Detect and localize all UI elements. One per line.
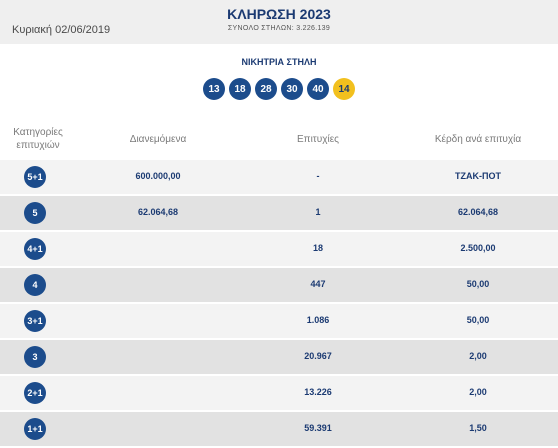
category-badge: 2+1	[24, 382, 46, 404]
wins-count: 1.086	[306, 315, 330, 325]
prize-amount: 2,00	[469, 351, 487, 361]
category-badge: 4+1	[24, 238, 46, 260]
category-badge: 5	[24, 202, 46, 224]
wins-count: 13.226	[304, 387, 332, 397]
pool-amount: 62.064,68	[137, 207, 179, 217]
wins-count: -	[316, 171, 320, 181]
prize-amount: 1,50	[469, 423, 487, 433]
winning-number-ball: 28	[255, 78, 277, 100]
results-table: 5+1 600.000,00 - ΤΖΑΚ-ΠΟΤ 5 62.064,68 1 …	[0, 160, 558, 448]
pool-amount: 600.000,00	[135, 171, 181, 181]
category-badge: 3+1	[24, 310, 46, 332]
column-header-pool: Διανεμόμενα	[129, 134, 187, 145]
results-table-header: Κατηγορίες επιτυχιών Διανεμόμενα Επιτυχί…	[0, 120, 558, 160]
column-header-prize: Κέρδη ανά επιτυχία	[434, 134, 522, 145]
category-badge: 5+1	[24, 166, 46, 188]
prize-amount: 62.064,68	[457, 207, 499, 217]
table-row: 3+1 1.086 50,00	[0, 304, 558, 338]
winning-number-ball: 18	[229, 78, 251, 100]
winning-number-ball: 13	[203, 78, 225, 100]
category-badge: 3	[24, 346, 46, 368]
wins-count: 447	[310, 279, 326, 289]
wins-count: 20.967	[304, 351, 332, 361]
prize-amount: 2.500,00	[460, 243, 496, 253]
draw-header: Κυριακή 02/06/2019 ΚΛΗΡΩΣΗ 2023 ΣΥΝΟΛΟ Σ…	[0, 0, 558, 44]
wins-count: 1	[315, 207, 321, 217]
prize-amount: 50,00	[466, 279, 490, 289]
table-row: 5 62.064,68 1 62.064,68	[0, 196, 558, 230]
table-row: 4 447 50,00	[0, 268, 558, 302]
prize-amount: 2,00	[469, 387, 487, 397]
category-badge: 4	[24, 274, 46, 296]
winning-numbers: 13 18 28 30 40 14	[0, 78, 558, 100]
wins-count: 18	[312, 243, 323, 253]
prize-amount: ΤΖΑΚ-ΠΟΤ	[455, 171, 501, 181]
winning-number-ball: 40	[307, 78, 329, 100]
column-header-wins: Επιτυχίες	[297, 134, 339, 145]
category-badge: 1+1	[24, 418, 46, 440]
table-row: 3 20.967 2,00	[0, 340, 558, 374]
winning-number-ball: 30	[281, 78, 303, 100]
table-row: 5+1 600.000,00 - ΤΖΑΚ-ΠΟΤ	[0, 160, 558, 194]
joker-number-ball: 14	[333, 78, 355, 100]
total-columns: ΣΥΝΟΛΟ ΣΤΗΛΩΝ: 3.226.139	[227, 25, 331, 32]
table-row: 2+1 13.226 2,00	[0, 376, 558, 410]
draw-date: Κυριακή 02/06/2019	[12, 24, 111, 36]
table-row: 1+1 59.391 1,50	[0, 412, 558, 446]
table-row: 4+1 18 2.500,00	[0, 232, 558, 266]
wins-count: 59.391	[304, 423, 332, 433]
winning-column-label: ΝΙΚΗΤΡΙΑ ΣΤΗΛΗ	[241, 57, 317, 67]
draw-title: ΚΛΗΡΩΣΗ 2023	[227, 6, 331, 22]
column-header-category: Κατηγορίες επιτυχιών	[13, 127, 63, 151]
prize-amount: 50,00	[466, 315, 490, 325]
